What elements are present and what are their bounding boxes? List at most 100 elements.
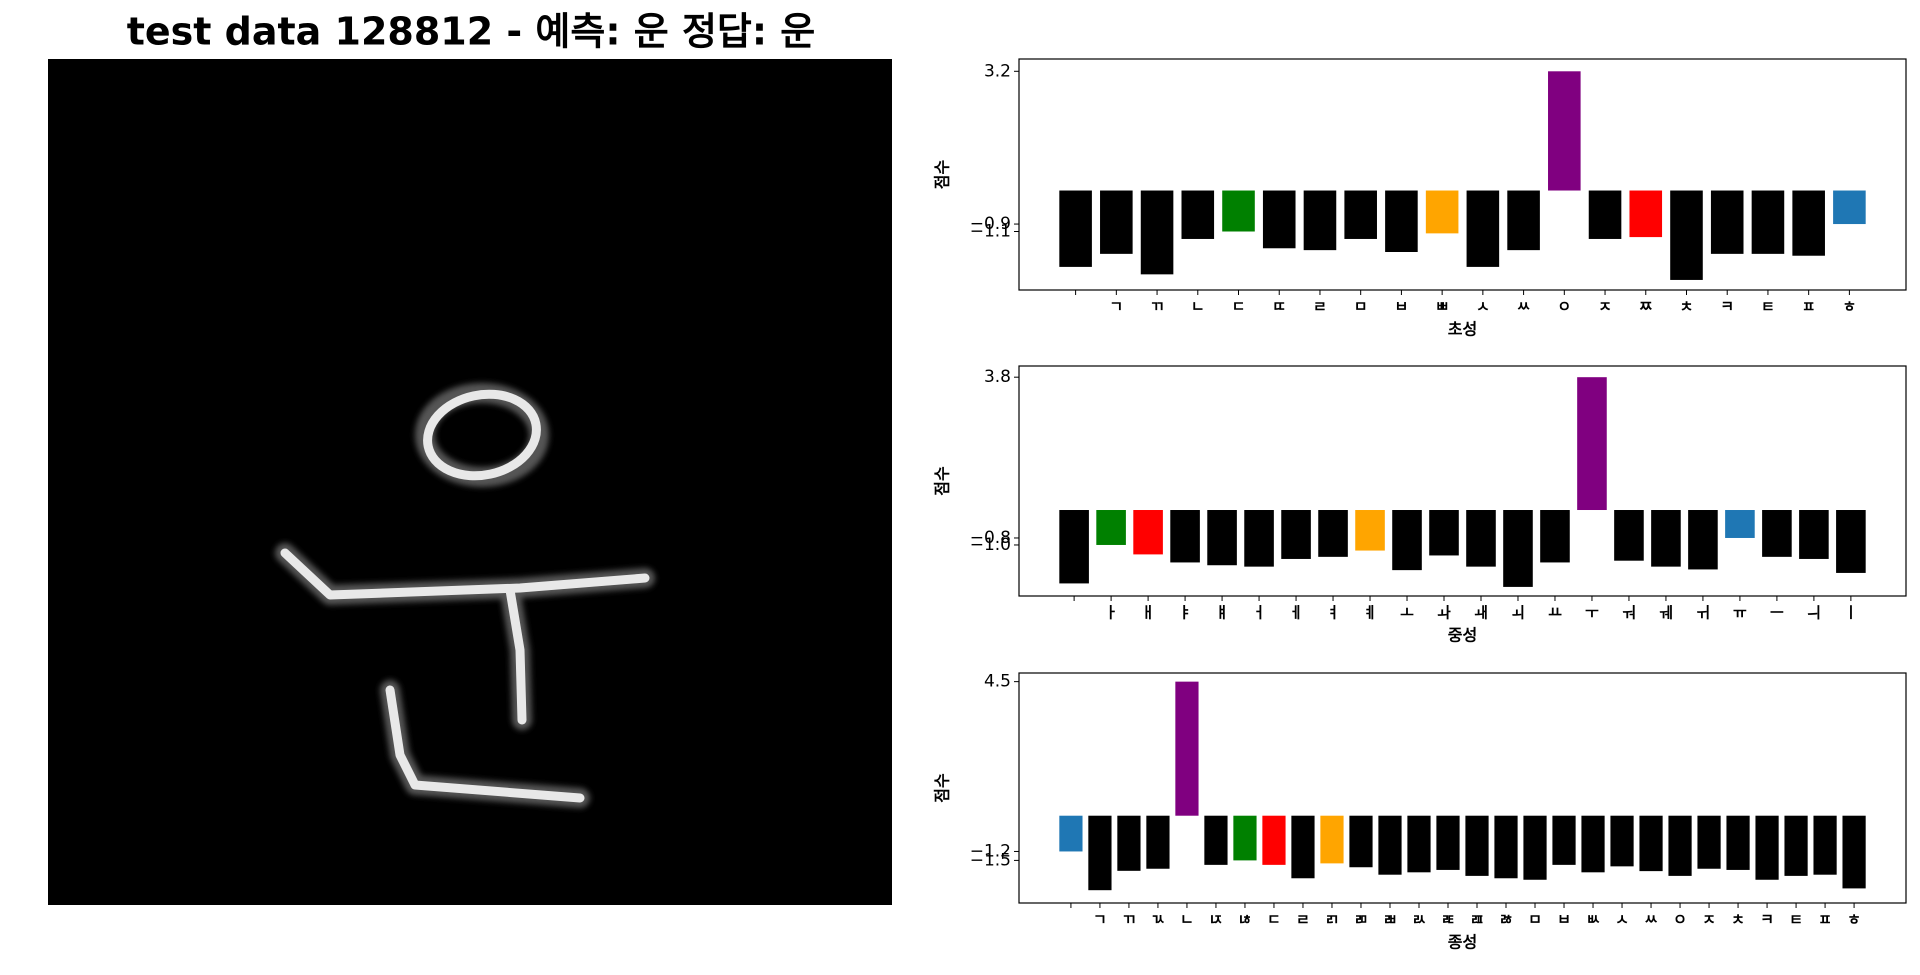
- bar: [1117, 815, 1141, 871]
- y-tick-label: 3.2: [984, 61, 1011, 81]
- x-tick-label: ㅌ: [1789, 911, 1803, 929]
- x-tick-label: ㅊ: [1731, 911, 1745, 929]
- x-tick-label: ㄹ: [1313, 298, 1327, 316]
- bar: [1523, 815, 1547, 880]
- bar: [1378, 815, 1402, 875]
- bar: [1610, 815, 1634, 867]
- x-tick-label: ㄶ: [1238, 911, 1252, 929]
- bar: [1842, 815, 1866, 889]
- bar: [1262, 190, 1296, 249]
- bar-chart: 3.8 −0.8−1.0 ㅏ ㅐ ㅑ ㅒ ㅓ ㅔ ㅕ ㅖ ㅗ ㅘ ㅙ ㅚ ㅛ ㅜ ㅝ ㅞ ㅟ ㅠ ㅡ ㅢ ㅣ 중성 점수: [933, 365, 1907, 645]
- x-tick-label: ㅘ: [1437, 604, 1451, 622]
- bar: [1281, 510, 1311, 559]
- bar: [1222, 190, 1255, 232]
- bar: [1146, 815, 1170, 869]
- x-tick-label: ㅇ: [1557, 298, 1571, 316]
- x-tick-label: ㅂ: [1557, 911, 1571, 929]
- x-tick-label: ㅊ: [1680, 298, 1694, 316]
- bar: [1170, 510, 1200, 563]
- bar: [1140, 190, 1174, 275]
- bar: [1175, 681, 1199, 816]
- bar: [1651, 510, 1681, 567]
- bar: [1833, 190, 1866, 225]
- x-tick-label: ㅅ: [1476, 298, 1490, 316]
- x-tick-label: ㅞ: [1659, 604, 1673, 622]
- x-tick-label: ㄷ: [1232, 298, 1246, 316]
- x-tick-label: ㄱ: [1109, 298, 1123, 316]
- x-tick-label: ㅃ: [1435, 298, 1449, 316]
- bar: [1540, 510, 1570, 563]
- bar: [1725, 510, 1755, 538]
- x-tick-label: ㄲ: [1122, 911, 1136, 929]
- x-tick-label: ㅄ: [1586, 911, 1600, 929]
- bar: [1494, 815, 1518, 879]
- bar: [1503, 510, 1533, 587]
- bar: [1581, 815, 1605, 873]
- x-tick-label: ㅉ: [1639, 298, 1653, 316]
- x-tick-label: ㅇ: [1673, 911, 1687, 929]
- bar: [1588, 190, 1622, 239]
- bar: [1133, 510, 1163, 555]
- x-tick-label: ㄼ: [1383, 911, 1397, 929]
- bar: [1755, 815, 1779, 880]
- x-tick-label: ㅜ: [1585, 604, 1599, 622]
- x-tick-label: ㅗ: [1400, 604, 1414, 622]
- plot-frame: [1018, 365, 1907, 597]
- bar: [1318, 510, 1348, 557]
- x-tick-label: ㅠ: [1733, 604, 1747, 622]
- y-tick-label: −1.1: [970, 222, 1011, 242]
- y-tick-label: −0.8: [970, 528, 1011, 548]
- x-tick-label: ㅕ: [1326, 604, 1340, 622]
- x-tick-label: ㅙ: [1474, 604, 1488, 622]
- y-tick-label: −1.0: [970, 535, 1011, 555]
- x-tick-label: ㅡ: [1770, 604, 1784, 622]
- x-tick-label: ㅅ: [1615, 911, 1629, 929]
- bar: [1670, 190, 1703, 280]
- x-axis-label: 종성: [1448, 933, 1477, 952]
- bar: [1710, 190, 1744, 254]
- x-tick-label: ㄻ: [1354, 911, 1368, 929]
- x-tick-label: ㄲ: [1150, 298, 1164, 316]
- x-tick-label: ㄿ: [1470, 911, 1484, 929]
- bar: [1262, 815, 1286, 865]
- bar: [1355, 510, 1385, 551]
- x-tick-label: ㅆ: [1517, 298, 1531, 316]
- bar: [1507, 190, 1540, 251]
- bar: [1233, 815, 1257, 861]
- bar: [1181, 190, 1215, 239]
- x-tick-label: ㅍ: [1802, 298, 1816, 316]
- x-tick-label: ㅌ: [1761, 298, 1775, 316]
- bar: [1751, 190, 1785, 254]
- bar: [1303, 190, 1337, 251]
- x-tick-label: ㅒ: [1215, 604, 1229, 622]
- bar: [1552, 815, 1576, 865]
- bar: [1548, 71, 1581, 191]
- bar: [1207, 510, 1237, 566]
- y-tick-label: −1.5: [970, 850, 1011, 870]
- bar: [1244, 510, 1274, 567]
- x-tick-label: ㅂ: [1395, 298, 1409, 316]
- bar: [1425, 190, 1459, 234]
- y-tick-label: 4.5: [984, 672, 1011, 692]
- x-axis-label: 초성: [1448, 320, 1477, 339]
- x-tick-label: ㄸ: [1272, 298, 1286, 316]
- x-tick-label: ㅟ: [1696, 604, 1710, 622]
- bar: [1407, 815, 1431, 873]
- x-tick-label: ㄽ: [1412, 911, 1426, 929]
- bar: [1668, 815, 1692, 876]
- bar: [1813, 815, 1837, 875]
- figure-title: test data 128812 - 예측: 운 정답: 운: [127, 10, 816, 54]
- bar: [1320, 815, 1344, 864]
- x-tick-label: ㅢ: [1807, 604, 1821, 622]
- bar: [1762, 510, 1792, 557]
- bar: [1465, 815, 1489, 876]
- bar: [1385, 190, 1418, 252]
- bar: [1614, 510, 1644, 561]
- x-tick-label: ㅓ: [1252, 604, 1266, 622]
- x-tick-label: ㄹ: [1296, 911, 1310, 929]
- x-tick-label: ㄴ: [1191, 298, 1205, 316]
- bar: [1466, 510, 1496, 567]
- x-tick-label: ㅑ: [1178, 604, 1192, 622]
